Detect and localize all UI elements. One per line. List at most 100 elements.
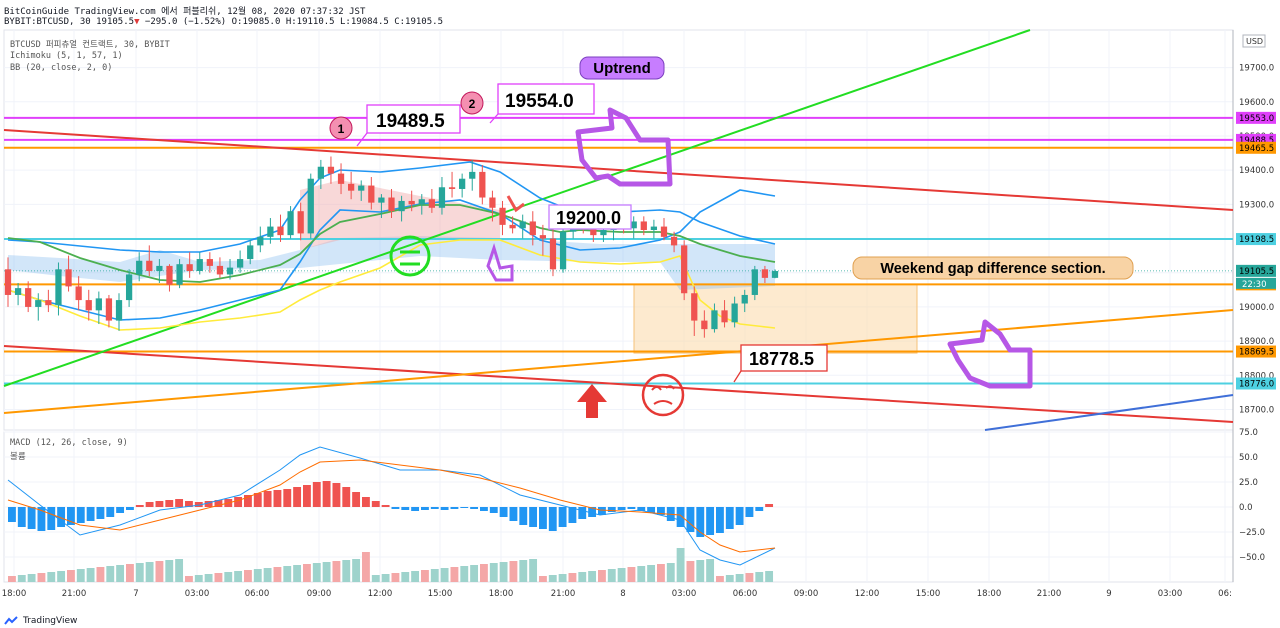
volume-bar [303,564,311,582]
volume-bar [617,568,626,582]
low-value: L:19084.5 [340,17,389,27]
candle-body [489,197,496,208]
macd-tick-label: −25.0 [1239,528,1265,538]
x-tick-label: 03:00 [185,589,210,599]
volume-bar [165,560,174,582]
macd-histogram-bar [47,507,56,530]
marker-2-badge [460,91,484,115]
macd-histogram-bar [126,507,134,510]
price-tag [1236,111,1276,124]
candle-body [226,267,234,275]
candle-body [267,226,274,237]
volume-bar [627,567,636,582]
candle-body [398,200,405,212]
candle-body [146,260,153,272]
candle-body [348,183,355,191]
volume-bar [745,573,754,582]
macd-histogram-bar [519,507,528,525]
macd-histogram-bar [244,495,252,507]
volume-bar [312,563,321,582]
candle-body [166,265,173,285]
x-tick-label: 18:00 [489,589,514,599]
volume-bar [440,568,449,582]
macd-histogram-bar [371,501,380,507]
volume-bar [519,560,528,582]
candle-body [65,269,72,287]
x-tick-label: 06:00 [733,589,758,599]
volume-bar [460,566,469,582]
macd-histogram-bar [558,507,567,527]
macd-histogram-bar [263,491,272,507]
macd-histogram-bar [460,507,469,508]
x-tick-label: 21:00 [62,589,87,599]
volume-bar [96,567,105,582]
candle-body [4,269,12,295]
callout-box-18778 [740,344,828,372]
candle-body [14,288,22,295]
bollinger-middle [7,161,776,253]
candle-body [459,178,466,189]
x-tick-label: 06: [1218,589,1232,599]
currency-badge-label: USD [1246,37,1263,46]
macd-histogram-bar [411,507,420,511]
volume-bar [27,574,36,582]
volume-bar [647,565,656,582]
macd-histogram-bar [598,507,606,515]
candle-body [75,286,82,301]
candle-body [236,259,244,268]
symbol-label: BYBIT:BTCUSD, 30 [4,17,91,27]
volume-bar [244,570,252,582]
countdown-label: 22:30 [1242,280,1267,290]
x-tick-label: 09:00 [307,589,332,599]
tradingview-brand[interactable]: TradingView [4,616,77,626]
candle-body [448,187,456,189]
macd-histogram-bar [37,507,46,531]
volume-bar [135,563,144,582]
x-tick-label: 12:00 [855,589,880,599]
volume-bar [539,576,547,582]
macd-histogram-bar [214,500,223,507]
macd-tick-label: −50.0 [1239,553,1265,563]
open-value: O:19085.0 [231,17,281,27]
candle-body [358,185,365,191]
volume-bar [76,569,85,582]
macd-histogram-bar [234,497,243,507]
macd-histogram-bar [381,505,390,507]
price-tag [1236,264,1276,277]
macd-histogram-bar [116,507,125,513]
down-triangle-icon: ▼ [134,17,140,27]
candle-body [691,293,698,321]
price-tag-label: 19488.5 [1239,136,1274,146]
volume-bar [470,565,479,582]
volume-bar [391,573,400,582]
volume-bar [411,571,420,582]
callout-pointer [489,113,499,124]
candle-body [418,199,425,205]
x-tick-label: 21:00 [1037,589,1062,599]
volume-bar [234,571,243,582]
candle-body [95,298,102,311]
x-tick-label: 9 [1106,589,1111,599]
volume-bar [381,574,390,582]
volume-bar [263,568,272,582]
countdown-tag [1236,277,1276,289]
volume-bar [8,576,16,582]
macd-histogram-bar [175,499,184,507]
macd-histogram-bar [627,507,636,509]
macd-histogram-bar [686,507,695,532]
volume-bar [175,559,184,582]
volume-bar [686,561,695,582]
macd-histogram-bar [696,507,705,537]
x-tick-label: 06:00 [245,589,270,599]
price-tag-label: 19198.5 [1239,235,1274,245]
macd-histogram-bar [185,501,193,507]
macd-histogram-bar [17,507,26,527]
macd-histogram-bar [283,489,292,507]
price-tag [1236,233,1276,246]
volume-bar [568,573,577,582]
macd-histogram-bar [342,487,351,507]
macd-histogram-bar [67,507,75,525]
macd-histogram-bar [440,507,449,510]
candle-body [741,294,748,304]
